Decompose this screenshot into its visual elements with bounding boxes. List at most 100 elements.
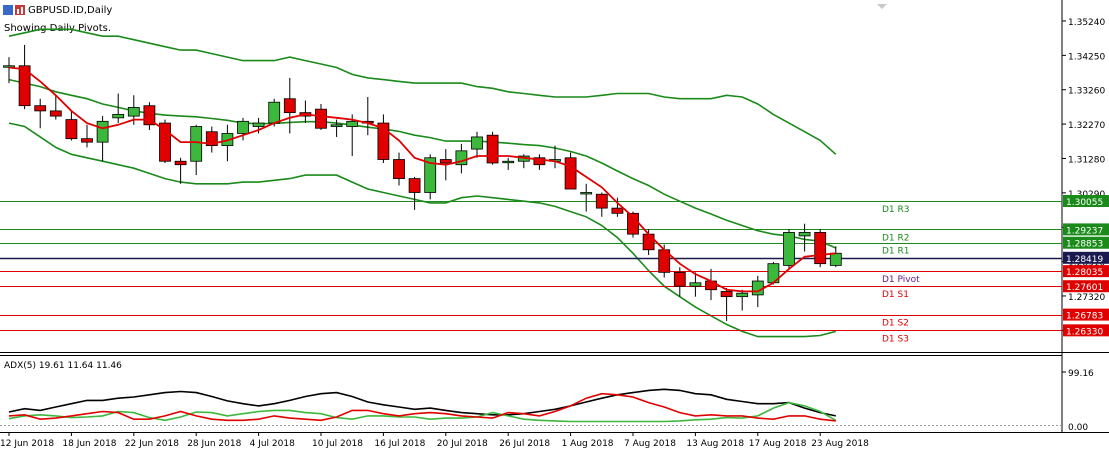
bear-candle [81, 138, 93, 143]
price-badge-d1-s1-text: 1.27601 [1066, 283, 1103, 293]
bear-candle [814, 232, 827, 265]
price-tick-label: 1.33260 [1068, 87, 1105, 97]
price-tick-label: 1.27320 [1068, 293, 1105, 303]
pivot-lines [0, 201, 1062, 331]
bear-candle [174, 160, 187, 166]
time-tick-label: 16 Jul 2018 [374, 439, 425, 449]
pivot-labels: D1 R3 D1 R2 D1 R1 D1 Pivot D1 S1 D1 S2 D1 S3 [882, 205, 920, 344]
pivot-label-d1-r2: D1 R2 [882, 233, 910, 243]
bull-candle [424, 157, 437, 193]
bull-candle [751, 280, 764, 296]
price-badge-d1-r1-text: 1.28853 [1066, 240, 1103, 250]
bull-candle [3, 65, 15, 68]
price-tick-label: 1.32270 [1068, 121, 1105, 131]
bear-candle [595, 193, 608, 209]
candles [3, 44, 842, 321]
bull-candle [736, 292, 749, 298]
bear-candle [315, 108, 327, 129]
time-tick-label: 1 Aug 2018 [562, 439, 614, 449]
bull-candle [502, 160, 515, 164]
bull-candle [580, 192, 593, 195]
bollinger-middle-line [8, 78, 837, 249]
bear-candle [564, 157, 577, 190]
time-axis: 12 Jun 2018 18 Jun 2018 22 Jun 2018 28 Jun … [0, 432, 869, 449]
time-tick-label: 26 Jul 2018 [499, 439, 550, 449]
bull-candle [252, 122, 265, 127]
adx-series-di-line [8, 401, 837, 423]
time-tick-label: 10 Jul 2018 [312, 439, 363, 449]
bear-candle [486, 134, 499, 164]
price-badge-d1-s3-bg [1063, 324, 1109, 337]
bear-candle [611, 207, 624, 214]
time-tick-label: 18 Jun 2018 [62, 439, 116, 449]
price-badge-d1-r2-text: 1.29237 [1066, 226, 1103, 236]
bull-candle [237, 120, 249, 134]
bear-candle [439, 159, 452, 164]
adx-series-di-line [8, 392, 836, 422]
pivot-label-d1-pivot: D1 Pivot [882, 275, 920, 285]
pivot-label-d1-s2: D1 S2 [882, 319, 909, 329]
adx-series-adx-line [8, 388, 836, 417]
moving-average [8, 66, 836, 293]
collapse-arrow-icon[interactable] [877, 4, 887, 9]
bear-candle [159, 122, 171, 162]
bull-candle [455, 150, 468, 166]
pivot-label-d1-s3: D1 S3 [882, 334, 909, 344]
pivot-label-d1-r1: D1 R1 [882, 247, 910, 257]
price-badge-d1-r2-bg [1063, 223, 1109, 236]
bear-candle [18, 65, 31, 107]
price-tick-label: 1.30290 [1068, 190, 1105, 200]
time-tick-label: 17 Aug 2018 [749, 439, 807, 449]
bear-candle [533, 157, 546, 166]
bull-candle [689, 282, 702, 287]
chart-window-icon [3, 5, 25, 15]
bear-candle [408, 178, 421, 193]
bear-candle [65, 119, 78, 140]
price-badge-d1-s3-text: 1.26330 [1066, 327, 1103, 337]
time-tick-label: 4 Jul 2018 [250, 439, 295, 449]
adx-title: ADX(5) 19.61 11.64 11.46 [4, 361, 122, 371]
price-badge-d1-s1-bg [1063, 280, 1109, 293]
price-tick-label: 1.34250 [1068, 52, 1105, 62]
time-tick-label: 23 Aug 2018 [811, 439, 869, 449]
pivot-label-d1-r3: D1 R3 [882, 205, 910, 215]
adx-tick-label-min: 0.00 [1068, 423, 1088, 433]
bull-candle [471, 136, 483, 150]
bull-candle [330, 124, 343, 127]
price-badge-d1-s2-text: 1.26783 [1066, 312, 1103, 322]
bull-candle [829, 252, 842, 266]
bull-candle [268, 101, 281, 124]
bull-candle [783, 232, 795, 266]
bull-candle [190, 126, 203, 162]
bollinger-upper-line [8, 28, 837, 155]
adx-panel: ADX(5) 19.61 11.64 11.46 99.16 0.00 [0, 361, 1094, 433]
bull-candle [798, 232, 811, 237]
price-tick-label: 1.35240 [1068, 18, 1105, 28]
time-tick-label: 13 Aug 2018 [686, 439, 744, 449]
bollinger-bands [8, 28, 837, 338]
moving-average-line [8, 66, 836, 293]
bear-candle [283, 98, 296, 114]
bear-candle [205, 131, 218, 147]
price-badge-d1-r3-bg [1063, 194, 1109, 207]
bear-candle [673, 271, 686, 287]
bull-candle [127, 107, 140, 117]
price-badge-d1-pivot-bg [1063, 265, 1109, 278]
bear-candle [642, 233, 655, 251]
price-tick-label: 1.31280 [1068, 155, 1105, 165]
pivot-label-d1-s1: D1 S1 [882, 290, 909, 300]
bull-candle [346, 120, 359, 127]
bear-candle [720, 291, 733, 298]
bull-candle [112, 113, 125, 119]
symbol-title: GBPUSD.ID,Daily [28, 5, 113, 16]
time-tick-label: 20 Jul 2018 [437, 439, 488, 449]
price-badge-d1-s2-bg [1063, 308, 1109, 321]
price-badges: 1.30055 1.29237 1.28853 1.28035 1.27601 1.267… [1063, 194, 1109, 337]
bear-candle [143, 105, 156, 126]
adx-tick-label-max: 99.16 [1068, 369, 1094, 379]
price-badge-d1-r1-bg [1063, 236, 1109, 249]
bear-candle [377, 122, 390, 160]
bear-candle [393, 159, 405, 180]
current-price-badge-text: 1.28419 [1066, 255, 1103, 265]
